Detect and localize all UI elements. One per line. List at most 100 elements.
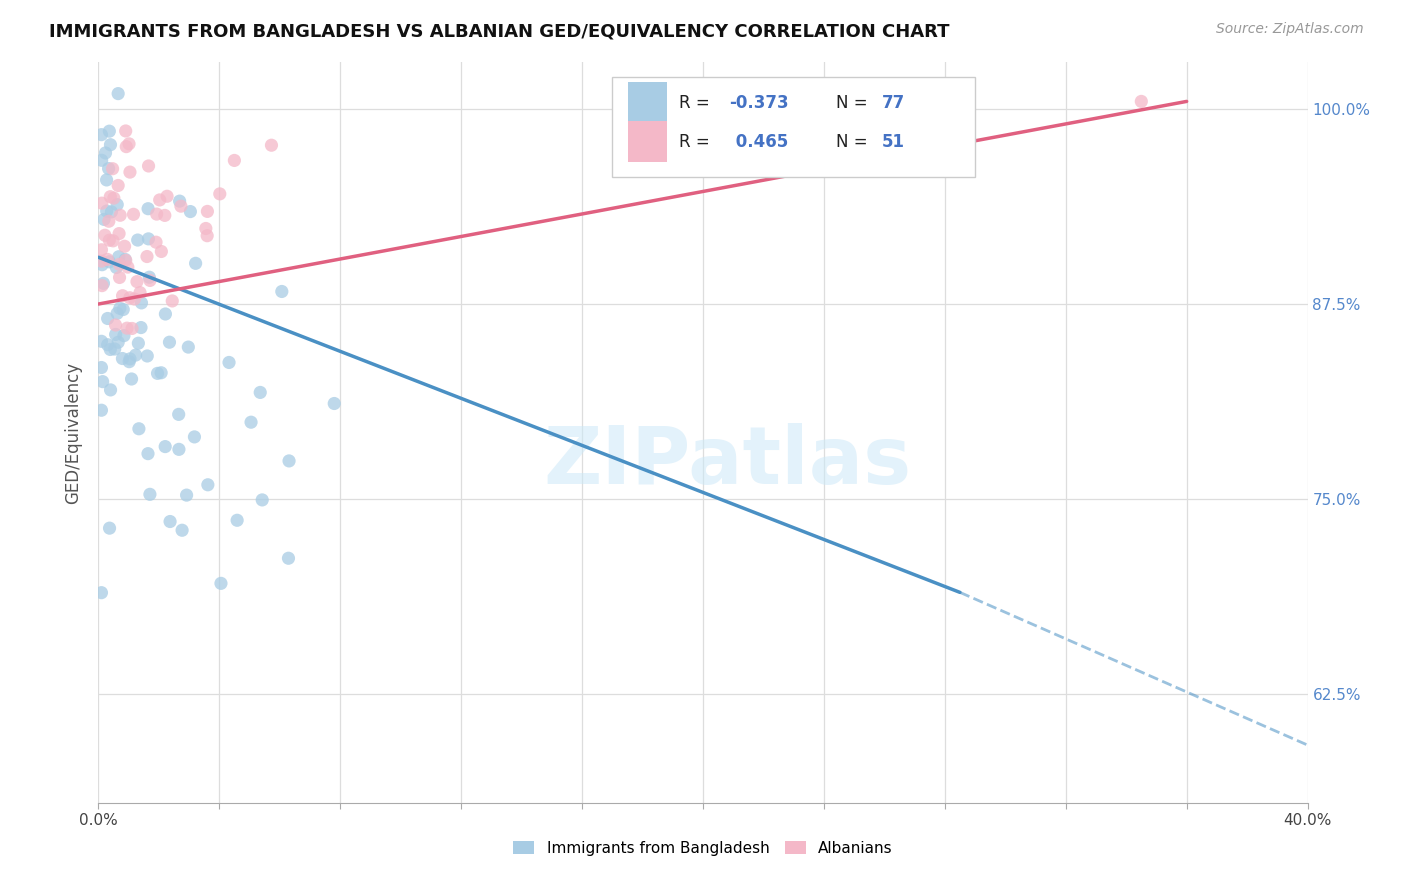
Point xyxy=(128,422,150,436)
Text: 0.465: 0.465 xyxy=(730,133,787,151)
Point xyxy=(105,197,128,211)
Y-axis label: GED/Equivalency: GED/Equivalency xyxy=(65,361,83,504)
Point xyxy=(131,296,153,310)
Point xyxy=(323,396,346,410)
Text: R =: R = xyxy=(679,133,714,151)
Point xyxy=(108,208,131,222)
Point xyxy=(107,178,129,193)
Point xyxy=(118,165,141,179)
Point xyxy=(98,343,121,357)
Point xyxy=(159,515,181,529)
Point xyxy=(197,477,219,491)
Point xyxy=(108,227,131,241)
Point xyxy=(146,367,169,381)
Point xyxy=(167,442,190,457)
Point xyxy=(183,430,205,444)
Point xyxy=(162,293,184,308)
Point xyxy=(153,208,176,222)
Point xyxy=(195,228,218,243)
Point xyxy=(136,349,159,363)
Point xyxy=(104,318,127,332)
Point xyxy=(121,321,143,335)
Point xyxy=(124,348,146,362)
Text: -0.373: -0.373 xyxy=(730,95,789,112)
Point xyxy=(97,311,120,326)
Point xyxy=(93,212,115,227)
Point xyxy=(90,153,112,168)
Point xyxy=(118,291,141,305)
Point xyxy=(112,302,135,317)
Point xyxy=(125,275,148,289)
Point xyxy=(101,161,124,176)
Point xyxy=(156,189,179,203)
FancyBboxPatch shape xyxy=(613,78,976,178)
Point xyxy=(240,415,263,429)
Point xyxy=(176,488,198,502)
Point xyxy=(127,336,149,351)
Point xyxy=(145,207,167,221)
Point xyxy=(145,235,167,250)
Point xyxy=(90,585,112,599)
Point xyxy=(270,285,292,299)
Point xyxy=(104,342,127,356)
Point xyxy=(118,354,141,368)
Point xyxy=(155,307,177,321)
Point xyxy=(90,128,112,142)
Point xyxy=(100,137,122,152)
Point xyxy=(108,270,131,285)
Point xyxy=(90,334,112,349)
Point xyxy=(112,328,135,343)
Point xyxy=(138,232,160,246)
Point xyxy=(118,136,141,151)
Text: ZIPatlas: ZIPatlas xyxy=(543,423,911,501)
Point xyxy=(96,252,118,267)
Point xyxy=(218,355,240,369)
Point xyxy=(260,138,283,153)
Point xyxy=(114,252,136,267)
Point xyxy=(94,228,117,243)
Point xyxy=(90,243,112,257)
Point xyxy=(136,250,159,264)
Point xyxy=(250,492,273,507)
Point xyxy=(117,260,139,274)
Point xyxy=(184,256,207,270)
Point xyxy=(136,447,159,461)
Point xyxy=(107,335,129,350)
Point xyxy=(111,289,134,303)
Point xyxy=(129,285,152,300)
Point xyxy=(129,320,152,334)
Text: 77: 77 xyxy=(882,95,905,112)
Text: Source: ZipAtlas.com: Source: ZipAtlas.com xyxy=(1216,22,1364,37)
Point xyxy=(150,366,173,380)
Point xyxy=(100,205,122,219)
Point xyxy=(97,214,120,228)
Point xyxy=(121,372,143,386)
Point xyxy=(107,87,129,101)
Point xyxy=(138,159,160,173)
Point xyxy=(150,244,173,259)
Point xyxy=(224,153,246,168)
Point xyxy=(127,233,149,247)
Point xyxy=(111,351,134,366)
Point xyxy=(90,360,112,375)
Point xyxy=(103,191,125,205)
Point xyxy=(115,321,138,335)
Point xyxy=(90,403,112,417)
Point xyxy=(91,375,114,389)
Point xyxy=(98,124,121,138)
Point xyxy=(98,233,121,247)
Legend: Immigrants from Bangladesh, Albanians: Immigrants from Bangladesh, Albanians xyxy=(508,835,898,862)
Text: N =: N = xyxy=(837,133,873,151)
Point xyxy=(177,340,200,354)
Point xyxy=(170,199,193,213)
FancyBboxPatch shape xyxy=(628,82,666,124)
Point xyxy=(114,253,136,268)
Point xyxy=(105,306,128,320)
Point xyxy=(278,454,301,468)
Point xyxy=(114,124,136,138)
Point xyxy=(169,194,191,208)
Point xyxy=(91,258,114,272)
Point xyxy=(97,337,120,351)
Text: R =: R = xyxy=(679,95,714,112)
Text: N =: N = xyxy=(837,95,873,112)
